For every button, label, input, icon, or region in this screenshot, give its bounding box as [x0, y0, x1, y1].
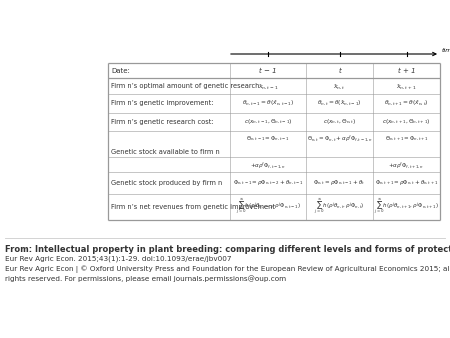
- Text: $c(x_{n,t-1},\Theta_{n,t-1})$: $c(x_{n,t-1},\Theta_{n,t-1})$: [243, 118, 292, 126]
- Text: Genetic stock available to firm n: Genetic stock available to firm n: [111, 149, 220, 154]
- Text: $\hat{x}_{n,t+1}$: $\hat{x}_{n,t+1}$: [396, 82, 417, 91]
- Text: $\theta_{n,t+1}=\theta(\hat{x}_{n,t})$: $\theta_{n,t+1}=\theta(\hat{x}_{n,t})$: [384, 99, 429, 108]
- Text: $\hat{x}_{n,t}$: $\hat{x}_{n,t}$: [333, 82, 346, 91]
- Text: $\Phi_{n,t-1}=\rho\Phi_{n,t-2}+\theta_{n,t-1}$: $\Phi_{n,t-1}=\rho\Phi_{n,t-2}+\theta_{n…: [233, 179, 303, 187]
- Text: Date:: Date:: [111, 68, 130, 74]
- Text: $\hat{x}_{n,t-1}$: $\hat{x}_{n,t-1}$: [258, 82, 278, 91]
- Text: t − 1: t − 1: [259, 68, 277, 74]
- Text: $\sum_{j=0}^{\infty}h(\rho^j\theta_{n,t},\rho^j\Phi_{n,t})$: $\sum_{j=0}^{\infty}h(\rho^j\theta_{n,t}…: [314, 197, 365, 217]
- Text: $\Theta_{n,t+1}=\Phi_{n,t+1}$: $\Theta_{n,t+1}=\Phi_{n,t+1}$: [385, 135, 428, 143]
- Text: $\theta_{n,t-1}=\theta(\hat{x}_{n,t-1})$: $\theta_{n,t-1}=\theta(\hat{x}_{n,t-1})$: [242, 99, 294, 108]
- Text: Eur Rev Agric Econ. 2015;43(1):1-29. doi:10.1093/erae/jbv007: Eur Rev Agric Econ. 2015;43(1):1-29. doi…: [5, 255, 231, 262]
- Text: $+\alpha\rho^f\Phi_{f,t-1,n}$: $+\alpha\rho^f\Phi_{f,t-1,n}$: [250, 160, 286, 170]
- Text: $\Phi_{n,t}=\rho\Phi_{n,t-1}+\theta_t$: $\Phi_{n,t}=\rho\Phi_{n,t-1}+\theta_t$: [314, 179, 365, 187]
- Text: Eur Rev Agric Econ | © Oxford University Press and Foundation for the European R: Eur Rev Agric Econ | © Oxford University…: [5, 265, 450, 273]
- Text: $\sum_{j=0}^{\infty}h(\rho^j\theta_{n,t-1},\rho^j\Phi_{n,t-1})$: $\sum_{j=0}^{\infty}h(\rho^j\theta_{n,t-…: [235, 197, 301, 217]
- Text: $\Phi_{n,t+1}=\rho\Phi_{n,t}+\theta_{n,t+1}$: $\Phi_{n,t+1}=\rho\Phi_{n,t}+\theta_{n,t…: [375, 179, 438, 187]
- Text: From: Intellectual property in plant breeding: comparing different levels and fo: From: Intellectual property in plant bre…: [5, 245, 450, 254]
- Text: $+\alpha\rho^f\Phi_{f,t+1,n}$: $+\alpha\rho^f\Phi_{f,t+1,n}$: [388, 160, 424, 170]
- Text: Firm n’s genetic research cost:: Firm n’s genetic research cost:: [111, 119, 214, 125]
- Text: rights reserved. For permissions, please email journals.permissions@oup.com: rights reserved. For permissions, please…: [5, 275, 286, 282]
- Bar: [108, 63, 440, 220]
- Text: $c(x_{n,t},\Theta_{n,t})$: $c(x_{n,t},\Theta_{n,t})$: [323, 118, 356, 126]
- Text: t: t: [338, 68, 341, 74]
- Text: time: time: [442, 48, 450, 53]
- Text: t + 1: t + 1: [398, 68, 415, 74]
- Text: $\Theta_{n,t}=\Phi_{n,t}+\alpha\rho^f\Phi_{f,t-1,n}$: $\Theta_{n,t}=\Phi_{n,t}+\alpha\rho^f\Ph…: [306, 134, 373, 144]
- Text: Firm n’s genetic improvement:: Firm n’s genetic improvement:: [111, 100, 213, 106]
- Text: $\theta_{n,t}=\theta(\hat{x}_{n,t-1})$: $\theta_{n,t}=\theta(\hat{x}_{n,t-1})$: [317, 99, 362, 108]
- Text: $\Theta_{n,t-1}=\Phi_{n,t-1}$: $\Theta_{n,t-1}=\Phi_{n,t-1}$: [246, 135, 290, 143]
- Text: $c(x_{n,t+1},\Theta_{n,t+1})$: $c(x_{n,t+1},\Theta_{n,t+1})$: [382, 118, 431, 126]
- Text: $\sum_{j=0}^{\infty}h(\rho^j\theta_{n,t+1},\rho^j\Phi_{n,t+1})$: $\sum_{j=0}^{\infty}h(\rho^j\theta_{n,t+…: [374, 197, 439, 217]
- Text: Firm n’s optimal amount of genetic research: Firm n’s optimal amount of genetic resea…: [111, 83, 259, 89]
- Text: Genetic stock produced by firm n: Genetic stock produced by firm n: [111, 180, 222, 186]
- Text: Firm n’s net revenues from genetic improvement: Firm n’s net revenues from genetic impro…: [111, 204, 275, 210]
